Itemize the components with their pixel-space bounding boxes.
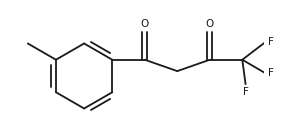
- Text: O: O: [141, 19, 149, 29]
- Text: F: F: [242, 87, 249, 97]
- Text: O: O: [206, 19, 214, 29]
- Text: F: F: [268, 37, 274, 47]
- Text: F: F: [268, 68, 274, 78]
